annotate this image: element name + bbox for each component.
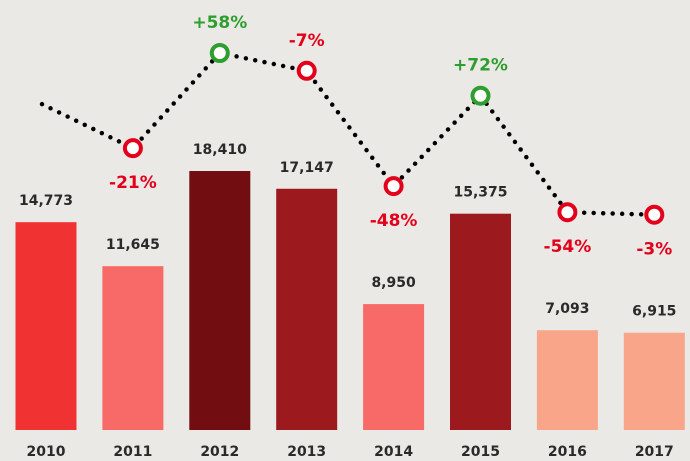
change-label: -21% — [109, 173, 157, 193]
change-label: -3% — [636, 240, 672, 260]
x-tick-label: 2014 — [374, 444, 413, 460]
bar — [15, 222, 77, 430]
value-label: 6,915 — [632, 304, 676, 320]
change-label: +58% — [192, 13, 247, 33]
bar — [276, 188, 338, 430]
x-tick-label: 2012 — [200, 444, 239, 460]
bar — [536, 330, 598, 430]
x-tick-label: 2011 — [113, 444, 152, 460]
change-label: -48% — [370, 211, 418, 231]
change-label: -54% — [544, 237, 592, 257]
change-marker — [557, 202, 578, 223]
x-tick-label: 2010 — [27, 444, 66, 460]
x-tick-label: 2017 — [635, 444, 674, 460]
bar — [623, 332, 685, 430]
value-label: 14,773 — [19, 193, 73, 209]
change-label: -7% — [289, 31, 325, 51]
value-label: 11,645 — [106, 237, 160, 253]
x-tick-label: 2013 — [287, 444, 326, 460]
value-label: 8,950 — [371, 275, 416, 291]
bar — [189, 171, 251, 430]
bar — [450, 213, 511, 430]
value-label: 18,410 — [193, 142, 247, 158]
bar — [102, 266, 164, 430]
value-label: 15,375 — [453, 185, 507, 201]
change-marker — [383, 176, 404, 197]
value-label: 7,093 — [545, 301, 589, 317]
bar — [363, 304, 425, 430]
change-marker — [644, 204, 665, 225]
value-label: 17,147 — [280, 160, 334, 176]
change-label: +72% — [453, 56, 508, 76]
trend-line — [39, 50, 657, 217]
x-tick-label: 2015 — [461, 444, 500, 460]
x-tick-label: 2016 — [548, 444, 587, 460]
change-marker — [209, 43, 230, 63]
change-marker — [122, 138, 143, 159]
change-marker — [470, 85, 491, 106]
change-marker — [296, 60, 317, 81]
